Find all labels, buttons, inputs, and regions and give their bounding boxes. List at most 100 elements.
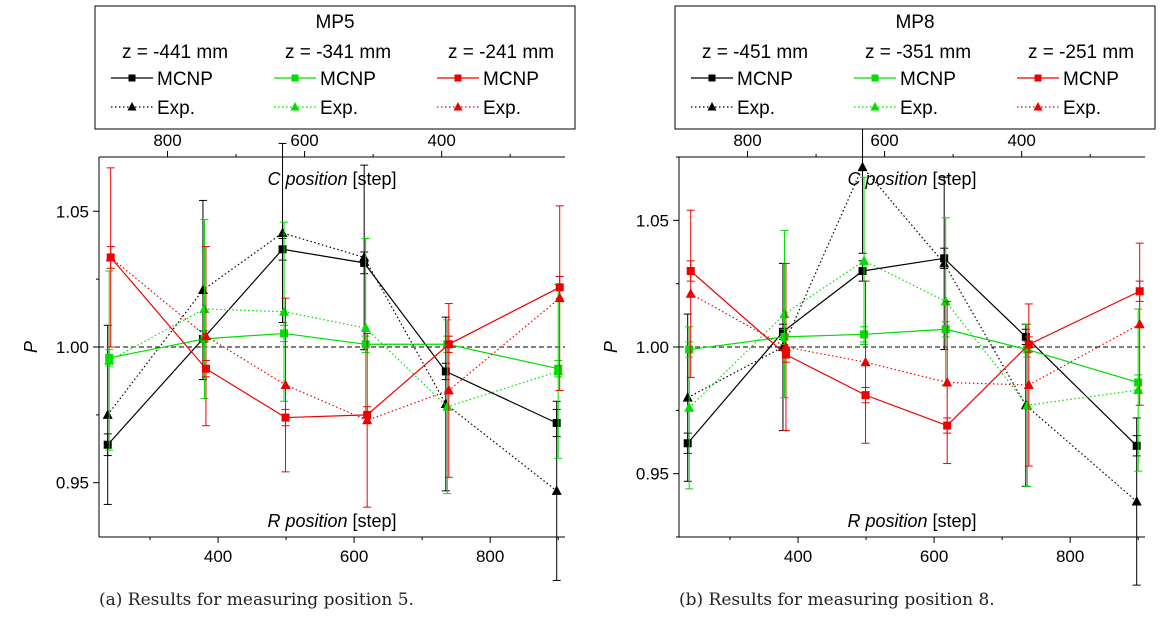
legend-mcnp-marker (454, 74, 462, 82)
data-point-exp (780, 341, 791, 351)
x-tick-label: 800 (476, 547, 504, 566)
data-point-exp (942, 376, 953, 387)
legend-exp-label: Exp. (900, 98, 938, 119)
x-axis-title: R position [step] (847, 511, 976, 531)
top-x-tick-label: 400 (427, 131, 455, 150)
series-line-exp-2 (690, 293, 1140, 386)
data-point-mcnp (685, 345, 694, 354)
x-axis-title-unit: [step] (928, 511, 977, 531)
data-point-exp (200, 330, 211, 341)
legend-group-label: z = -341 mm (285, 42, 391, 63)
legend-mcnp-marker (871, 74, 879, 82)
data-point-mcnp (858, 267, 867, 275)
data-point-exp (1023, 379, 1034, 389)
legend-exp-marker (1033, 102, 1043, 111)
y-tick-label: 1.05 (56, 202, 89, 221)
legend-group-label: z = -241 mm (448, 42, 554, 63)
data-point-mcnp (105, 353, 114, 362)
plot-area (682, 80, 1145, 586)
y-tick-label: 1.05 (636, 211, 669, 230)
legend-mcnp-marker (1034, 74, 1042, 82)
data-point-mcnp (360, 258, 369, 267)
data-point-mcnp (361, 340, 370, 349)
legend: MP5 z = -441 mm MCNP Exp. z = -341 mm MCNP Exp… (94, 5, 576, 130)
data-point-mcnp (280, 329, 289, 338)
legend-exp-marker (453, 102, 463, 111)
data-point-mcnp (860, 330, 869, 339)
data-point-exp (199, 303, 210, 313)
legend-exp-label: Exp. (320, 98, 358, 119)
top-x-axis-title: C position [step] (267, 169, 396, 189)
data-point-exp (1131, 496, 1142, 506)
data-point-mcnp (781, 350, 790, 359)
data-point-exp (280, 379, 291, 389)
legend-title: MP5 (315, 12, 354, 33)
data-point-exp (859, 255, 870, 265)
legend-mcnp-label: MCNP (157, 69, 213, 90)
legend-exp-label: Exp. (737, 98, 775, 119)
y-tick-label: 1.00 (56, 338, 89, 357)
legend-group-label: z = -251 mm (1028, 42, 1134, 63)
data-point-mcnp (441, 367, 450, 376)
data-point-exp (360, 322, 371, 332)
top-x-tick-label: 400 (1007, 131, 1035, 150)
x-tick-label: 600 (340, 547, 368, 566)
legend-box (94, 5, 576, 130)
legend-exp-marker (870, 102, 880, 111)
plot-area (102, 142, 565, 581)
series-line-mcnp-1 (689, 328, 1139, 384)
data-point-mcnp (683, 439, 692, 448)
figure-caption: (a) Results for measuring position 5. (99, 590, 414, 610)
series-line-mcnp-2 (110, 257, 560, 419)
data-point-exp (1134, 318, 1145, 329)
data-point-mcnp (106, 253, 115, 262)
legend-group-label: z = -441 mm (122, 42, 228, 63)
data-point-mcnp (686, 267, 695, 275)
data-point-mcnp (555, 283, 564, 292)
data-point-mcnp (1132, 441, 1141, 450)
legend-mcnp-marker (128, 74, 136, 82)
top-x-axis-title-unit: [step] (348, 169, 397, 189)
x-axis-title-unit: [step] (348, 511, 397, 531)
data-point-exp (940, 295, 951, 306)
legend-box (674, 5, 1156, 130)
data-point-exp (684, 402, 695, 412)
x-tick-label: 400 (204, 547, 232, 566)
top-x-tick-label: 600 (870, 131, 898, 150)
legend-group-label: z = -351 mm (865, 42, 971, 63)
top-x-tick-label: 800 (733, 131, 761, 150)
legend-mcnp-marker (708, 74, 716, 82)
legend-exp-label: Exp. (1063, 98, 1101, 119)
y-axis-title: P (601, 341, 621, 353)
y-tick-label: 0.95 (636, 465, 669, 484)
legend-exp-marker (127, 102, 137, 111)
series-line-exp-0 (687, 166, 1138, 502)
legend-mcnp-label: MCNP (737, 69, 793, 90)
x-axis-title-name: R position (267, 511, 347, 531)
data-point-exp (277, 227, 288, 237)
legend-exp-label: Exp. (157, 98, 195, 119)
data-point-mcnp (1134, 378, 1143, 387)
top-x-axis-title-name: C position (267, 169, 347, 189)
data-point-exp (860, 356, 871, 367)
data-point-mcnp (201, 364, 210, 373)
series-line-mcnp-1 (109, 332, 559, 370)
top-x-axis-title-unit: [step] (928, 169, 977, 189)
data-point-exp (279, 306, 290, 316)
x-axis-title-name: R position (847, 511, 927, 531)
data-point-exp (551, 485, 562, 495)
x-tick-label: 600 (920, 547, 948, 566)
legend-mcnp-label: MCNP (483, 69, 539, 90)
series-line-exp-0 (107, 232, 558, 492)
legend-mcnp-label: MCNP (900, 69, 956, 90)
data-point-mcnp (552, 419, 561, 427)
legend-exp-label: Exp. (483, 98, 521, 119)
x-tick-label: 800 (1056, 547, 1084, 566)
y-tick-label: 1.00 (636, 338, 669, 357)
data-point-mcnp (780, 332, 789, 341)
legend-group-label: z = -451 mm (702, 42, 808, 63)
data-point-exp (857, 161, 868, 172)
data-point-mcnp (861, 391, 870, 400)
data-point-mcnp (940, 254, 949, 263)
